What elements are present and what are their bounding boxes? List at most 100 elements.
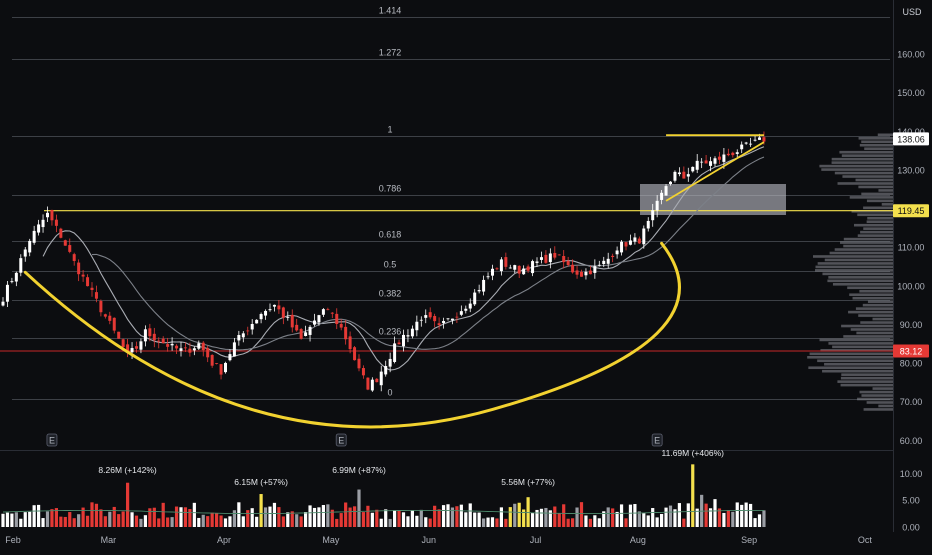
volume-bar <box>602 511 606 527</box>
candle-body <box>495 268 499 270</box>
time-tick-label: Aug <box>630 535 646 545</box>
candle-body <box>513 265 517 270</box>
candle <box>393 336 397 364</box>
volume-bar <box>77 514 81 527</box>
candle <box>384 360 388 377</box>
candle <box>588 265 592 275</box>
currency-label: USD <box>902 7 922 17</box>
volume-profile-bar <box>863 227 893 230</box>
candle <box>321 308 325 318</box>
candle-body <box>228 354 232 361</box>
volume-profile-bar <box>866 199 893 203</box>
candle <box>677 167 681 177</box>
earnings-letter: E <box>338 436 344 446</box>
volume-profile-bar <box>878 189 893 192</box>
candle <box>72 252 76 266</box>
candle <box>544 250 548 264</box>
candle-body <box>437 323 441 326</box>
time-tick-label: Jun <box>421 535 436 545</box>
candle <box>620 240 624 256</box>
volume-bar <box>295 514 299 527</box>
candle <box>126 338 130 358</box>
volume-bar <box>744 502 748 527</box>
candle <box>286 311 290 321</box>
volume-bar <box>691 464 695 527</box>
candle-body <box>428 312 432 318</box>
candle <box>112 317 116 334</box>
candle-body <box>259 314 263 320</box>
candle <box>415 315 419 337</box>
volume-bar <box>651 508 655 527</box>
volume-profile-bar <box>821 168 893 171</box>
volume-profile-bar <box>807 355 893 359</box>
candle-body <box>103 314 107 317</box>
price-label: 119.45 <box>893 204 929 218</box>
candle <box>250 319 254 335</box>
volume-bar <box>85 515 90 527</box>
candle <box>335 308 339 330</box>
volume-bar <box>455 506 459 527</box>
earnings-badge <box>651 433 663 447</box>
candle <box>682 166 686 179</box>
volume-bar <box>508 507 512 527</box>
volume-profile-bar <box>831 157 893 161</box>
volume-bar <box>393 510 397 527</box>
candle <box>326 307 330 311</box>
price-label-text: 119.45 <box>898 206 925 216</box>
candle <box>99 299 103 317</box>
candle-body <box>130 348 134 353</box>
horizontal-lines[interactable] <box>0 210 893 352</box>
volume-profile-bar <box>856 331 893 335</box>
candle <box>673 170 677 183</box>
candle-body <box>744 142 748 144</box>
candlesticks[interactable] <box>1 131 766 392</box>
candle-body <box>175 345 179 349</box>
candle-body <box>192 348 196 351</box>
candle-body <box>19 258 23 273</box>
volume-bar <box>615 511 619 527</box>
candle-body <box>237 335 241 341</box>
volume-profile-bar <box>857 397 893 401</box>
volume-profile-bar <box>861 394 893 397</box>
volume-bar <box>579 502 584 527</box>
candle-body <box>295 324 299 331</box>
candle-body <box>740 144 744 150</box>
volume-bar <box>668 505 673 527</box>
candle-body <box>54 219 58 226</box>
volume-bar <box>268 506 272 527</box>
candle <box>246 326 250 336</box>
consolidation-box[interactable] <box>640 184 786 215</box>
volume-profile-bar <box>850 328 893 331</box>
candle-body <box>499 259 503 272</box>
volume-bar <box>161 502 165 527</box>
time-tick-label: Sep <box>741 535 757 545</box>
volume-bar <box>179 507 183 527</box>
volume-profile-bar <box>840 241 893 244</box>
candle-body <box>726 153 730 156</box>
candle <box>161 336 165 344</box>
volume-profile-bar <box>815 269 893 272</box>
volume-bar <box>753 518 757 527</box>
candle <box>646 217 650 232</box>
volume-bar <box>726 510 730 527</box>
trend-drawings[interactable] <box>23 134 765 429</box>
candle-body <box>37 224 41 233</box>
cup-curve <box>23 241 681 429</box>
candle <box>700 158 704 169</box>
candle <box>152 327 156 348</box>
time-axis[interactable]: Feb Mar Apr May Jun Jul Aug Sep Oct <box>5 535 872 545</box>
candle <box>28 238 32 257</box>
candle <box>437 317 441 330</box>
candle <box>637 236 641 244</box>
candle <box>450 318 454 325</box>
volume-profile-bar <box>809 352 893 356</box>
candle <box>170 337 174 351</box>
price-label: 83.12 <box>893 344 929 358</box>
price-tick-label: 60.00 <box>900 436 923 446</box>
volume-bar <box>522 509 526 527</box>
candle-body <box>370 379 374 391</box>
candle <box>713 156 717 167</box>
